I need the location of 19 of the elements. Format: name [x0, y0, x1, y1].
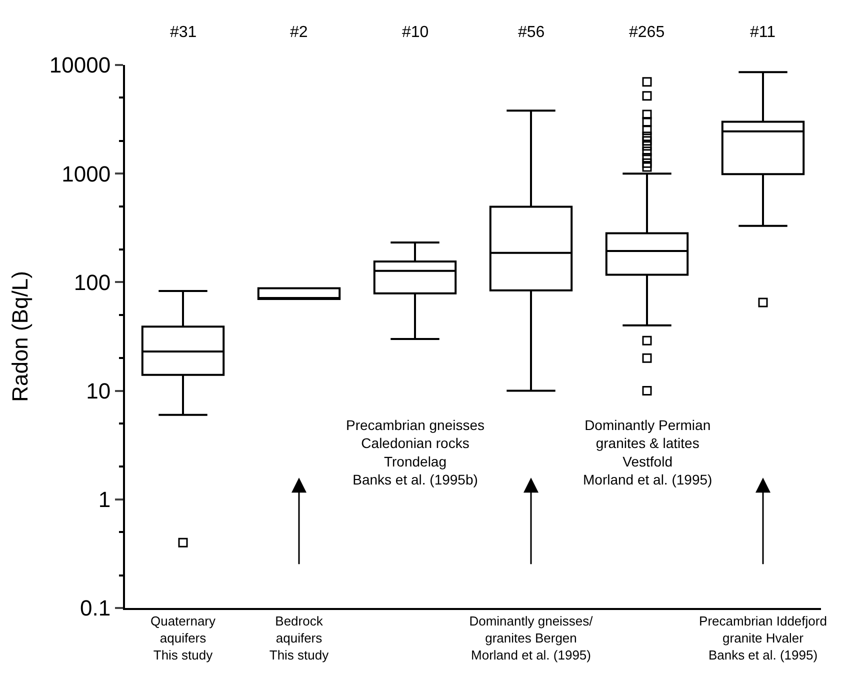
y-tick-label: 1 [98, 487, 111, 512]
y-tick-label: 100 [74, 270, 111, 295]
text: #10 [402, 24, 429, 41]
y-tick-label: 10000 [49, 52, 111, 78]
text: #265 [629, 24, 665, 41]
y-tick-label: 10 [86, 378, 111, 404]
text: #2 [290, 24, 308, 41]
x-tick-label: Dominantly gneisses/ granites Bergen Morland et al. (1995) [469, 614, 594, 662]
text: #11 [750, 24, 776, 41]
y-tick-label: 1000 [62, 161, 111, 186]
x-tick-label: Bedrock aquifers This study [269, 614, 330, 662]
y-axis-title: Radon (Bq/L) [8, 271, 33, 402]
text: #56 [518, 24, 545, 41]
text: #31 [170, 24, 197, 41]
annotation: Precambrian gneisses Caledonian rocks Trondelag Banks et al. (1995b) [346, 417, 485, 488]
annotation: Dominantly Permian granites & latites Vestfold Morland et al. (1995) [583, 417, 712, 488]
x-tick-label: Quaternary aquifers This study [150, 614, 216, 662]
y-tick-label: 0.1 [80, 596, 111, 621]
x-tick-label: Precambrian Iddefjord granite Hvaler Banks et al. (1995) [699, 614, 827, 662]
